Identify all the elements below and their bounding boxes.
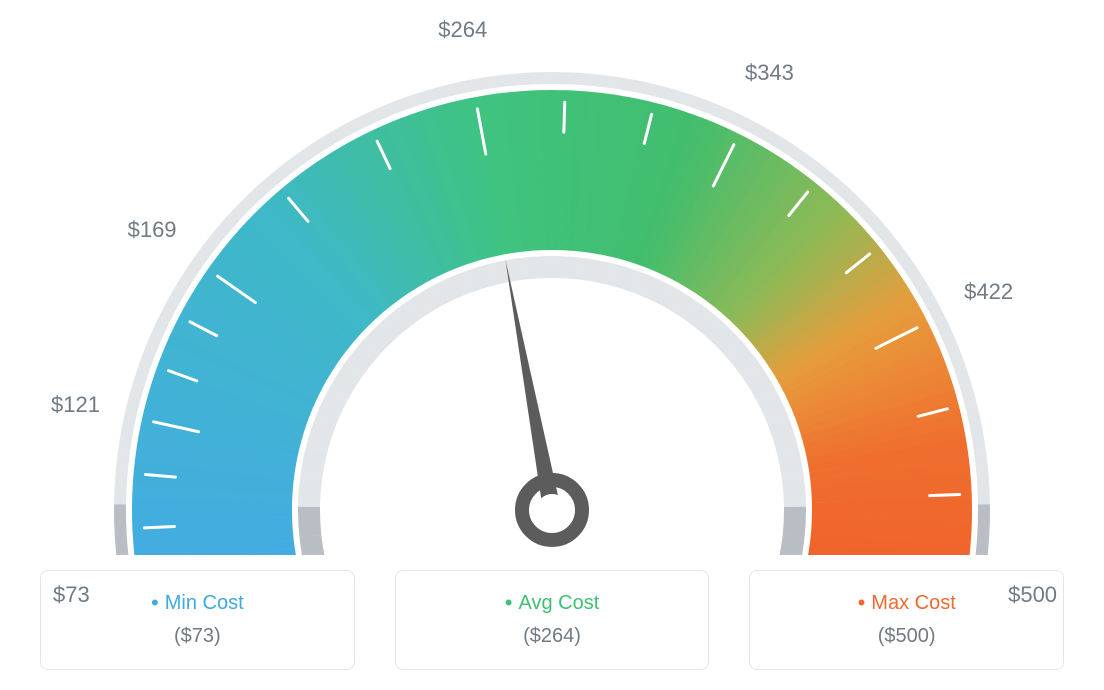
gauge-tick-label: $169 — [128, 217, 177, 243]
legend-title-avg: • Avg Cost — [505, 592, 599, 615]
legend-title-text: Min Cost — [165, 592, 244, 615]
legend-row: • Min Cost ($73) • Avg Cost ($264) • Max… — [0, 570, 1104, 670]
gauge-tick-label: $264 — [438, 17, 487, 43]
legend-value-avg: ($264) — [523, 625, 581, 648]
legend-value-min: ($73) — [174, 625, 221, 648]
cost-gauge-chart: $73$121$169$264$343$422$500 — [0, 0, 1104, 555]
dot-icon: • — [151, 592, 159, 614]
legend-card-min: • Min Cost ($73) — [40, 570, 355, 670]
legend-value-max: ($500) — [878, 625, 936, 648]
gauge-tick-label: $121 — [51, 392, 100, 418]
dot-icon: • — [505, 592, 513, 614]
legend-card-max: • Max Cost ($500) — [749, 570, 1064, 670]
legend-title-text: Avg Cost — [518, 592, 599, 615]
dot-icon: • — [858, 592, 866, 614]
legend-title-text: Max Cost — [871, 592, 955, 615]
gauge-svg — [0, 0, 1104, 555]
legend-title-min: • Min Cost — [151, 592, 244, 615]
legend-card-avg: • Avg Cost ($264) — [395, 570, 710, 670]
gauge-tick-label: $422 — [964, 279, 1013, 305]
legend-title-max: • Max Cost — [858, 592, 956, 615]
gauge-tick-label: $343 — [745, 60, 794, 86]
